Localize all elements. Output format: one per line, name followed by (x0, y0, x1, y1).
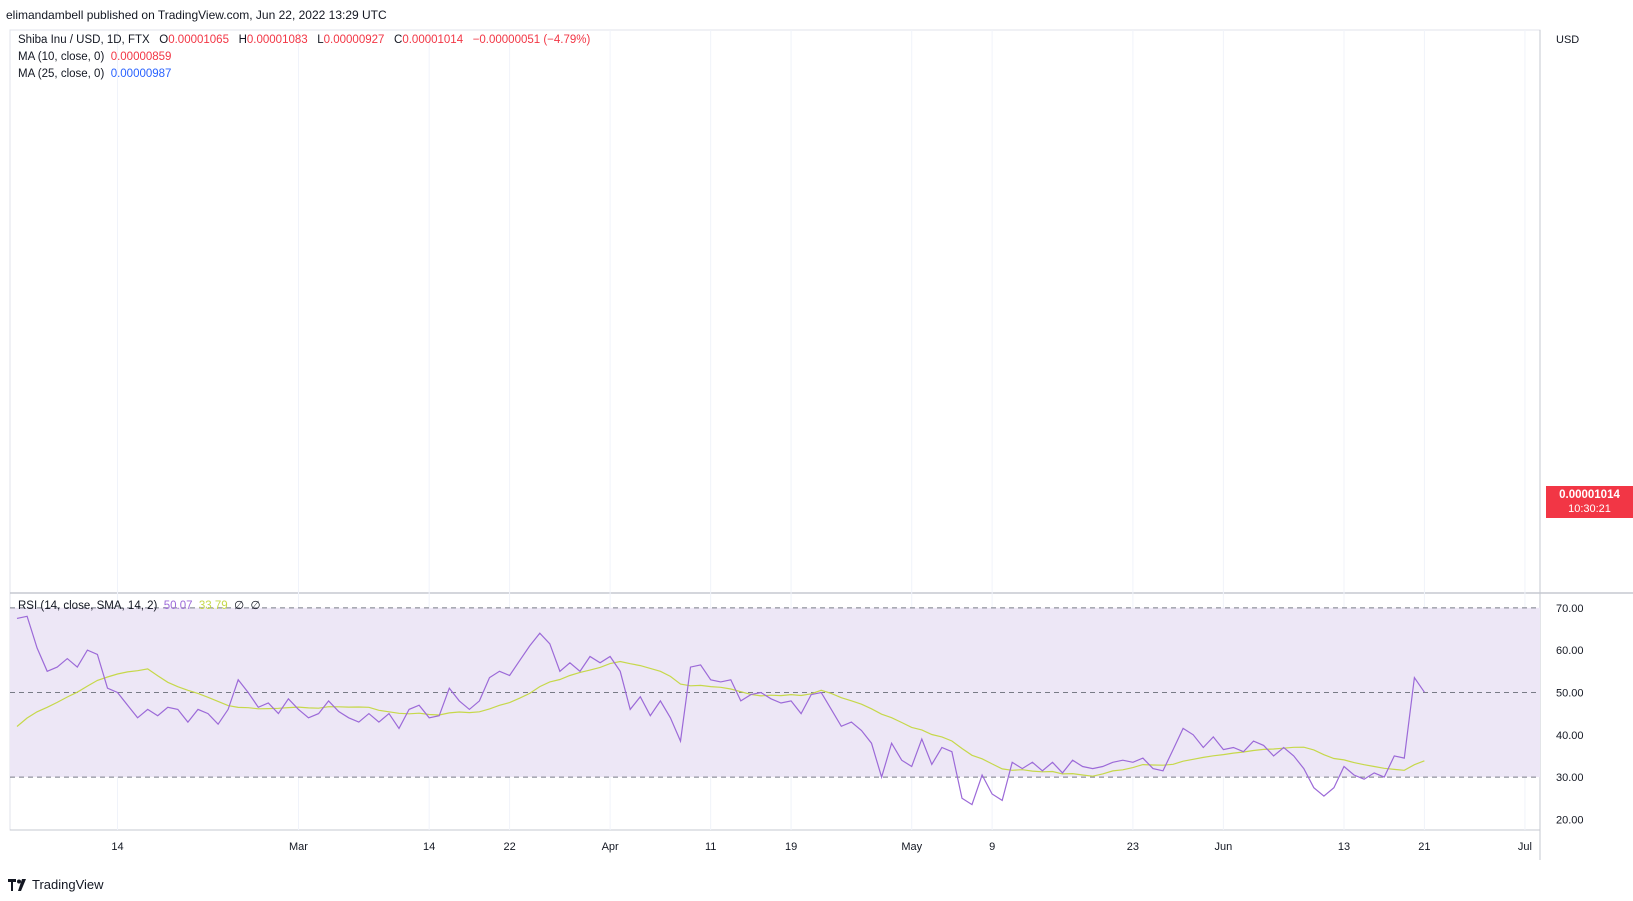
rsi-reference-lines (10, 607, 1540, 778)
time-tick-label: 11 (705, 841, 716, 853)
symbol-legend: Shiba Inu / USD, 1D, FTX O0.00001065 H0.… (18, 34, 590, 46)
axes: 14 Mar 14 22 Apr 11 19 May 9 23 Jun 13 21 Jul 20.00 30.… (111, 603, 1583, 853)
rsi-extra-1: ∅ (234, 600, 245, 612)
rsi-line (16, 615, 1425, 806)
time-tick-label: Apr (602, 841, 619, 853)
low-value: 0.00000927 (323, 34, 385, 46)
currency-label: USD (1556, 34, 1580, 46)
rsi-legend: RSI (14, close, SMA, 14, 2) 50.07 33.79 … (18, 598, 261, 612)
rsi-tick-label: 30.00 (1556, 772, 1584, 784)
rsi-label[interactable]: RSI (14, close, SMA, 14, 2) (18, 600, 158, 612)
current-price-tag: 0.00001014 10:30:21 (1546, 486, 1633, 518)
rsi-sma-value: 33.79 (198, 600, 228, 612)
rsi-sma-line (16, 660, 1425, 777)
change-value: −0.00000051 (−4.79%) (472, 34, 591, 46)
tradingview-footer[interactable]: TradingView (8, 877, 104, 892)
ma10-label[interactable]: MA (10, close, 0) (18, 51, 105, 63)
rsi-tick-label: 20.00 (1556, 814, 1584, 826)
ma10-legend: MA (10, close, 0) 0.00000859 (18, 51, 171, 63)
time-tick-label: 9 (989, 841, 995, 853)
tradingview-logo-icon (8, 878, 28, 891)
ma25-legend: MA (25, close, 0) 0.00000987 (18, 68, 171, 80)
rsi-tick-label: 60.00 (1556, 645, 1584, 657)
high-label: H (238, 34, 247, 46)
time-tick-label: Jun (1214, 841, 1232, 853)
rsi-plot (16, 615, 1425, 806)
time-tick-label: 14 (423, 841, 435, 853)
low-label: L (317, 34, 324, 46)
ma10-value: 0.00000859 (110, 51, 172, 63)
ma25-label[interactable]: MA (25, close, 0) (18, 68, 105, 80)
rsi-tick-label: 40.00 (1556, 730, 1584, 742)
time-tick-label: 22 (503, 841, 515, 853)
rsi-tick-label: 50.00 (1556, 687, 1584, 699)
time-tick-label: 23 (1127, 841, 1139, 853)
ma25-value: 0.00000987 (110, 68, 172, 80)
time-tick-label: 13 (1338, 841, 1350, 853)
symbol-name[interactable]: Shiba Inu / USD, 1D, FTX (18, 34, 150, 46)
current-price: 0.00001014 (1559, 489, 1620, 501)
time-tick-label: 14 (111, 841, 123, 853)
time-tick-label: 21 (1418, 841, 1430, 853)
high-value: 0.00001083 (246, 34, 308, 46)
time-tick-label: Mar (289, 841, 308, 853)
tradingview-brand: TradingView (32, 877, 104, 892)
publisher-line: elimandambell published on TradingView.c… (6, 8, 387, 22)
open-value: 0.00001065 (168, 34, 229, 46)
rsi-tick-label: 70.00 (1556, 603, 1584, 615)
rsi-extra-2: ∅ (250, 600, 261, 612)
time-tick-label: Jul (1518, 841, 1532, 853)
close-value: 0.00001014 (402, 34, 464, 46)
open-label: O (159, 34, 169, 46)
time-tick-label: May (901, 841, 922, 853)
rsi-value: 50.07 (163, 600, 193, 612)
close-label: C (394, 34, 403, 46)
time-tick-label: 19 (785, 841, 797, 853)
bar-countdown: 10:30:21 (1568, 503, 1611, 515)
